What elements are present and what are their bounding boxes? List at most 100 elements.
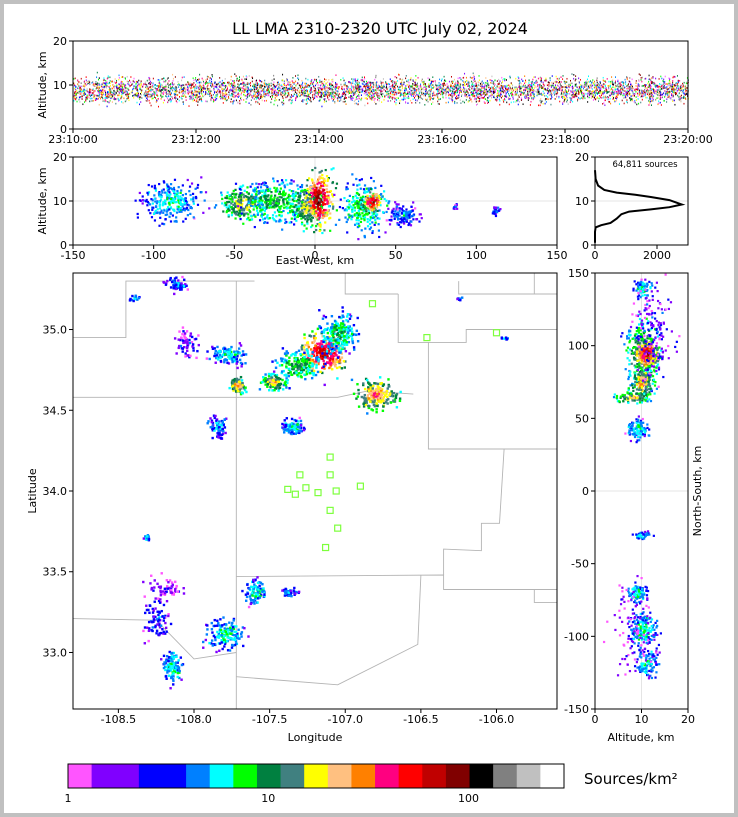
source-point	[368, 89, 370, 92]
source-point	[643, 90, 645, 92]
source-point	[133, 96, 135, 99]
source-point	[535, 79, 537, 82]
source-point	[494, 96, 496, 99]
source-point	[404, 97, 406, 99]
source-point	[215, 91, 217, 94]
source-point	[200, 81, 202, 84]
source-point	[234, 86, 236, 89]
source-point	[390, 97, 392, 99]
source-point	[196, 97, 198, 100]
source-point	[117, 94, 119, 97]
source-point	[112, 84, 114, 86]
source-point	[232, 80, 234, 82]
source-point	[666, 83, 668, 85]
source-point	[356, 79, 358, 82]
source-point	[530, 85, 532, 88]
source-point	[443, 92, 445, 94]
source-point	[643, 94, 645, 97]
source-point	[265, 90, 267, 93]
source-point	[368, 81, 370, 83]
source-point	[436, 87, 438, 90]
source-point	[482, 90, 484, 93]
source-point	[531, 91, 533, 94]
source-point	[327, 97, 329, 99]
time-altitude-panel: 23:10:00 23:12:00 23:14:00 23:16:00 23:18:00…	[36, 35, 713, 146]
source-point	[308, 98, 310, 100]
source-point	[101, 89, 103, 91]
source-point	[327, 90, 329, 92]
source-point	[317, 84, 319, 86]
source-point	[232, 90, 234, 92]
source-point	[82, 94, 84, 97]
source-point	[122, 76, 124, 78]
source-point	[212, 85, 214, 88]
source-point	[505, 92, 507, 94]
source-point	[472, 91, 474, 94]
source-point	[481, 89, 483, 92]
source-point	[451, 95, 453, 98]
source-point	[475, 98, 477, 101]
source-point	[331, 93, 333, 95]
source-point	[645, 77, 647, 80]
source-point	[356, 89, 358, 92]
source-point	[135, 86, 137, 88]
source-point	[478, 93, 480, 95]
source-point	[482, 85, 484, 88]
source-point	[410, 94, 412, 97]
source-point	[237, 86, 239, 88]
source-point	[190, 95, 192, 97]
source-point	[200, 90, 202, 93]
source-point	[309, 88, 311, 91]
source-point	[332, 84, 334, 87]
source-point	[116, 86, 118, 89]
source-point	[584, 86, 586, 88]
source-point	[673, 90, 675, 93]
source-point	[607, 98, 609, 101]
source-point	[198, 85, 200, 88]
source-point	[415, 89, 417, 91]
source-point	[418, 85, 420, 87]
source-point	[169, 98, 171, 101]
source-point	[154, 91, 156, 94]
source-point	[162, 89, 164, 92]
source-point	[113, 90, 115, 92]
source-point	[429, 88, 431, 91]
source-point	[103, 87, 105, 90]
source-point	[105, 91, 107, 94]
source-point	[372, 88, 374, 91]
source-point	[371, 94, 373, 97]
source-point	[574, 96, 576, 98]
source-point	[648, 92, 650, 94]
source-point	[120, 80, 122, 83]
source-point	[407, 95, 409, 98]
source-point	[474, 88, 476, 91]
source-point	[650, 82, 652, 85]
source-point	[364, 83, 366, 86]
source-point	[561, 88, 563, 91]
source-point	[567, 93, 569, 95]
source-point	[420, 89, 422, 92]
source-point	[534, 84, 536, 87]
source-point	[265, 82, 267, 85]
source-point	[397, 85, 399, 88]
source-point	[494, 79, 496, 82]
source-point	[79, 93, 81, 95]
source-point	[182, 103, 184, 105]
source-point	[480, 85, 482, 88]
source-point	[373, 89, 375, 91]
source-point	[356, 88, 358, 90]
source-point	[81, 95, 83, 98]
source-point	[472, 81, 474, 84]
source-point	[320, 88, 322, 91]
source-point	[527, 84, 529, 87]
source-point	[496, 99, 498, 102]
source-point	[271, 79, 273, 82]
source-point	[605, 96, 607, 99]
source-point	[170, 83, 172, 85]
source-point	[107, 92, 109, 95]
source-point	[467, 90, 469, 93]
source-point	[673, 87, 675, 90]
source-point	[650, 95, 652, 98]
source-point	[163, 80, 165, 83]
source-point	[175, 98, 177, 101]
